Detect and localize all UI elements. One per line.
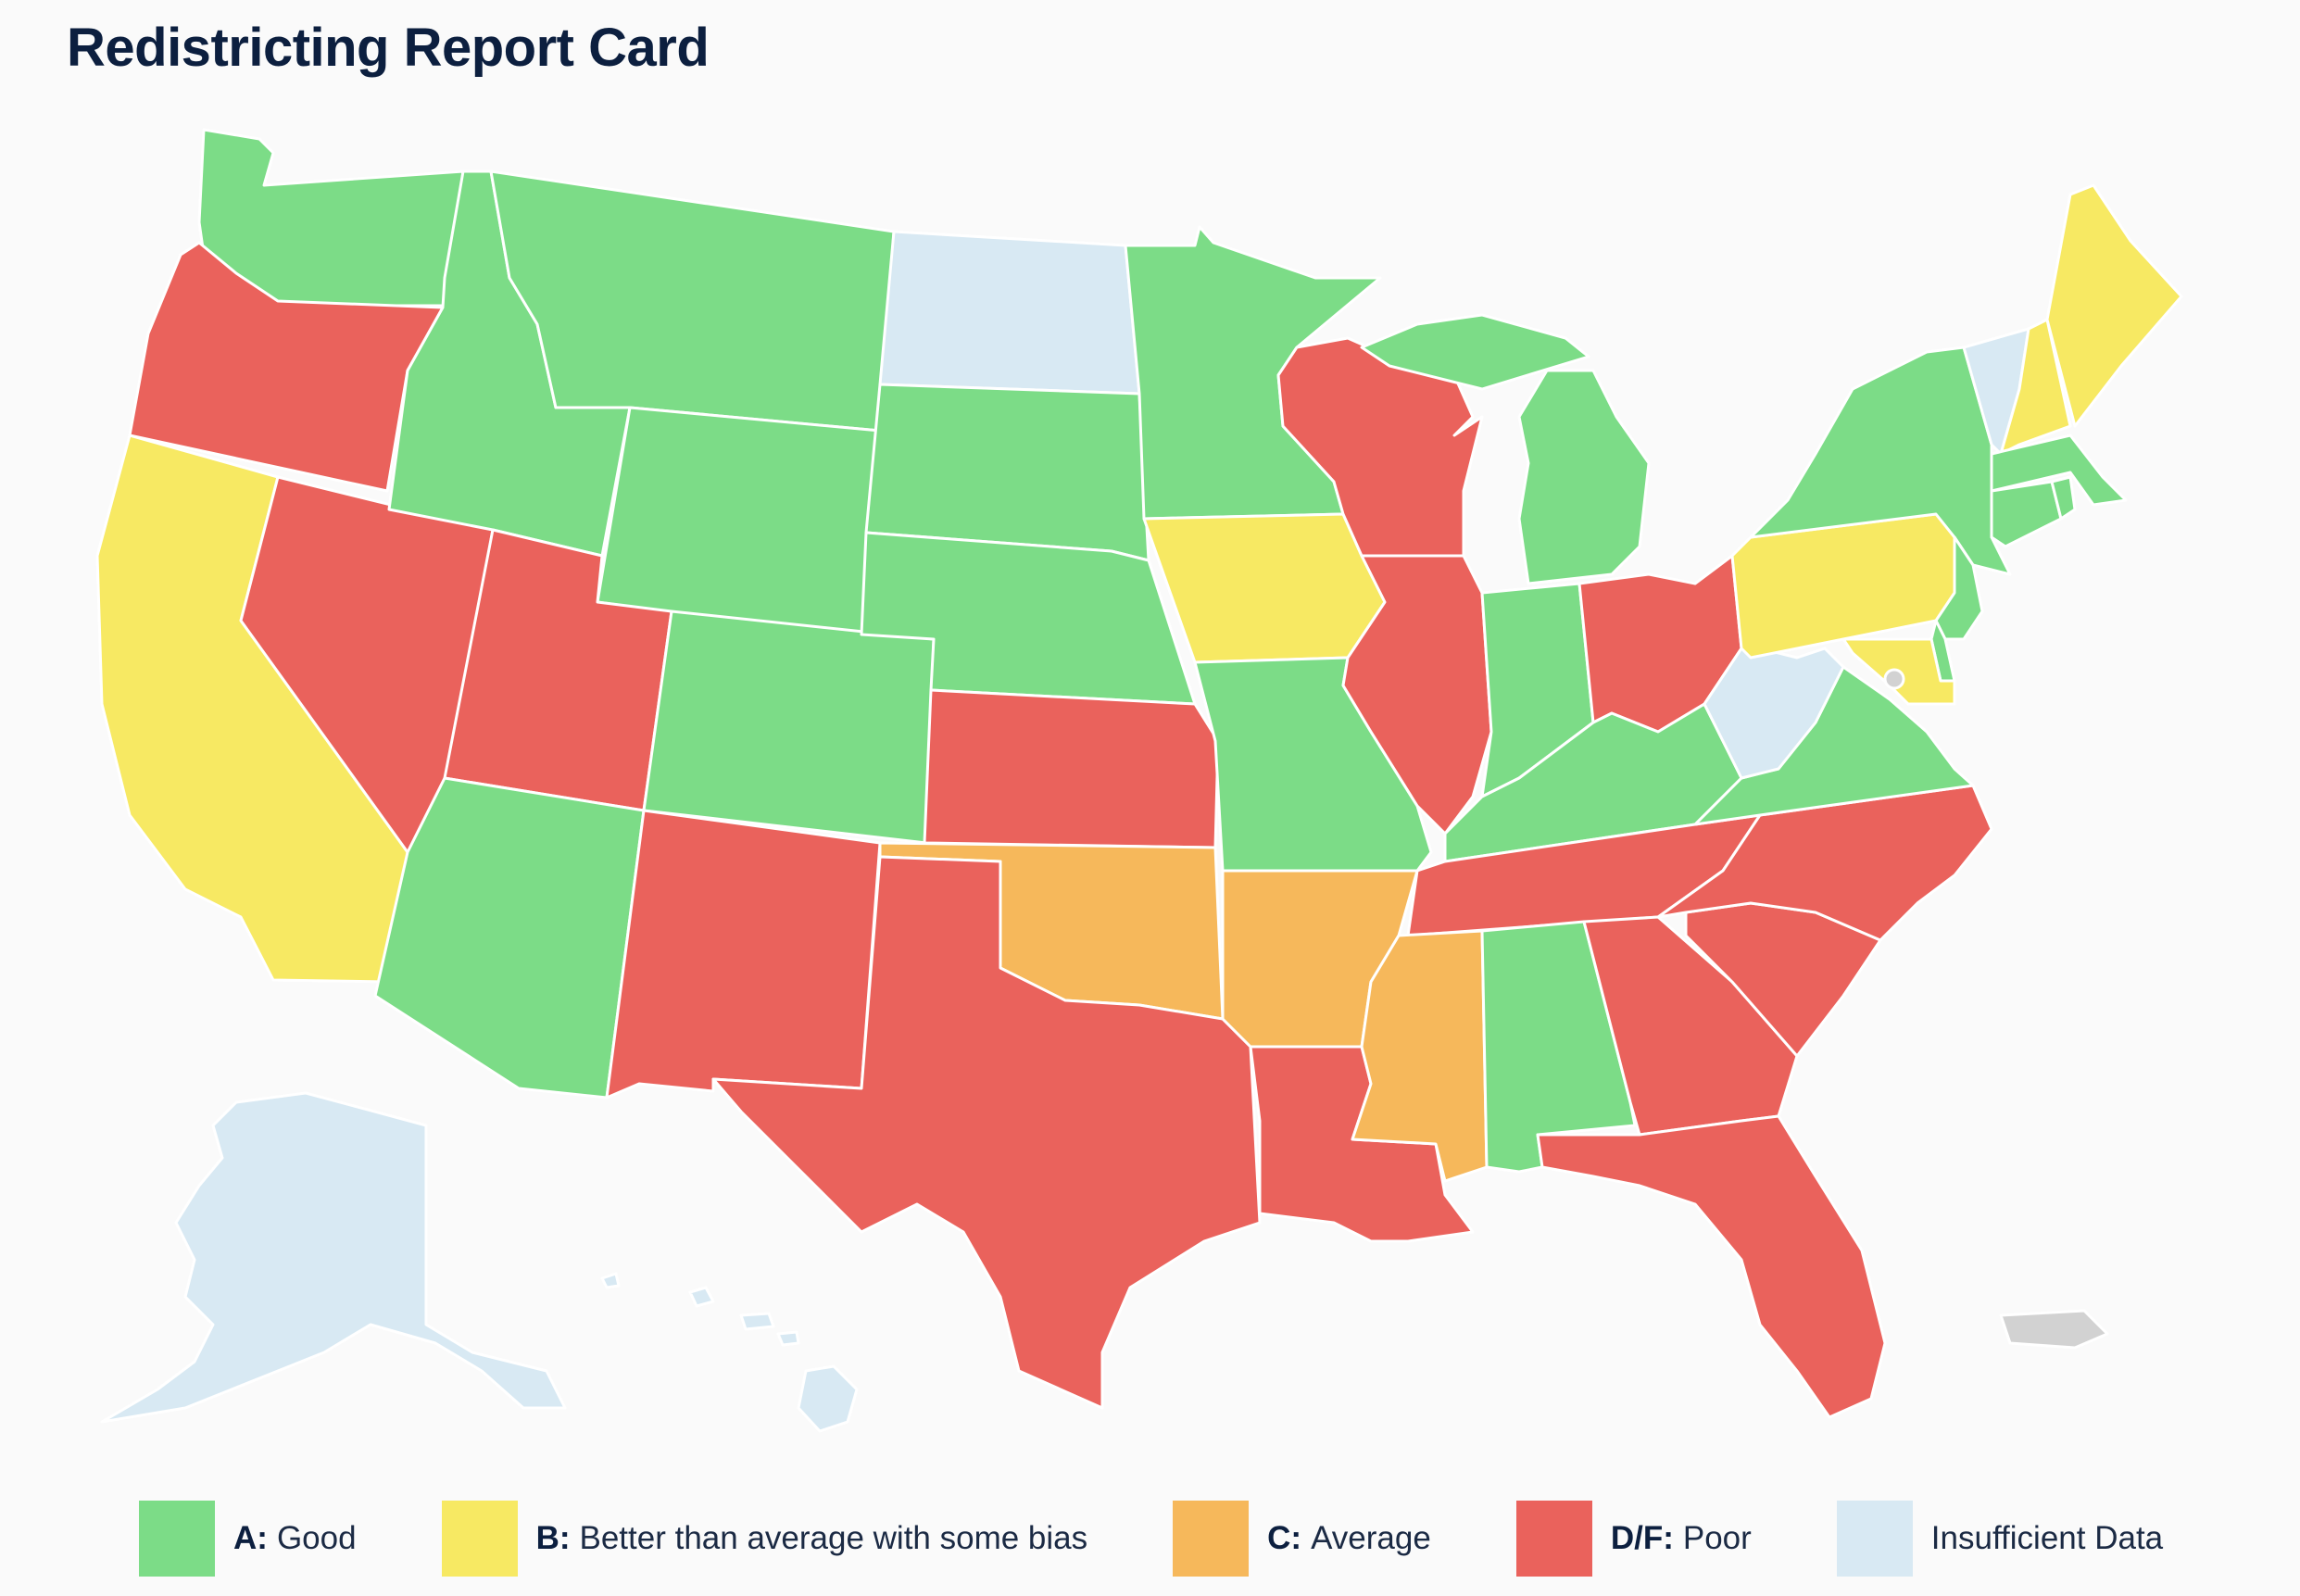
legend-item-df: D/F: Poor	[1515, 1501, 1752, 1577]
state-alaska[interactable]	[100, 1091, 567, 1424]
state-texas[interactable]	[711, 855, 1262, 1410]
state-new-jersey[interactable]	[1934, 535, 1984, 641]
legend-swatch-insufficient	[1836, 1501, 1913, 1577]
state-new-mexico[interactable]	[605, 809, 882, 1100]
state-florida[interactable]	[1536, 1114, 1887, 1419]
state-oregon[interactable]	[128, 241, 445, 493]
state-michigan[interactable]	[1360, 313, 1651, 585]
state-north-dakota[interactable]	[878, 230, 1141, 396]
state-illinois[interactable]	[1341, 554, 1493, 836]
legend-item-insufficient: Insufficient Data	[1836, 1501, 2164, 1577]
legend-grade-c: C:	[1267, 1520, 1302, 1556]
state-iowa[interactable]	[1142, 512, 1387, 664]
legend-item-a: A: Good	[139, 1501, 357, 1577]
legend-grade-a: A:	[233, 1520, 268, 1556]
state-kansas[interactable]	[923, 688, 1220, 849]
state-north-carolina[interactable]	[1656, 784, 1993, 942]
state-colorado[interactable]	[642, 609, 936, 845]
state-rhode-island[interactable]	[2050, 475, 2077, 521]
legend-swatch-df	[1515, 1501, 1592, 1577]
legend-grade-b: B:	[535, 1520, 571, 1556]
legend-grade-df: D/F:	[1610, 1520, 1674, 1556]
state-connecticut[interactable]	[1990, 480, 2063, 548]
legend-swatch-a	[139, 1501, 215, 1577]
state-district-of-columbia[interactable]	[1883, 668, 1905, 690]
legend-label-insufficient: Insufficient Data	[1930, 1520, 2164, 1556]
legend-label-a: Good	[276, 1520, 357, 1556]
state-montana[interactable]	[489, 170, 896, 433]
legend-label-c: Average	[1311, 1520, 1431, 1556]
legend-label-b: Better than average with some bias	[579, 1520, 1088, 1556]
state-wyoming[interactable]	[596, 406, 882, 641]
state-hawaii[interactable]	[600, 1272, 859, 1433]
legend: A: Good B: Better than average with some b…	[139, 1501, 2163, 1577]
legend-label-df: Poor	[1682, 1520, 1752, 1556]
page-title: Redistricting Report Card	[67, 18, 710, 78]
state-south-dakota[interactable]	[864, 383, 1150, 562]
legend-swatch-c	[1173, 1501, 1250, 1577]
legend-item-b: B: Better than average with some bias	[441, 1501, 1088, 1577]
legend-swatch-b	[441, 1501, 518, 1577]
state-maine[interactable]	[2045, 183, 2183, 428]
state-puerto-rico[interactable]	[1999, 1309, 2109, 1350]
us-state-map	[95, 128, 2183, 1433]
legend-item-c: C: Average	[1173, 1501, 1431, 1577]
